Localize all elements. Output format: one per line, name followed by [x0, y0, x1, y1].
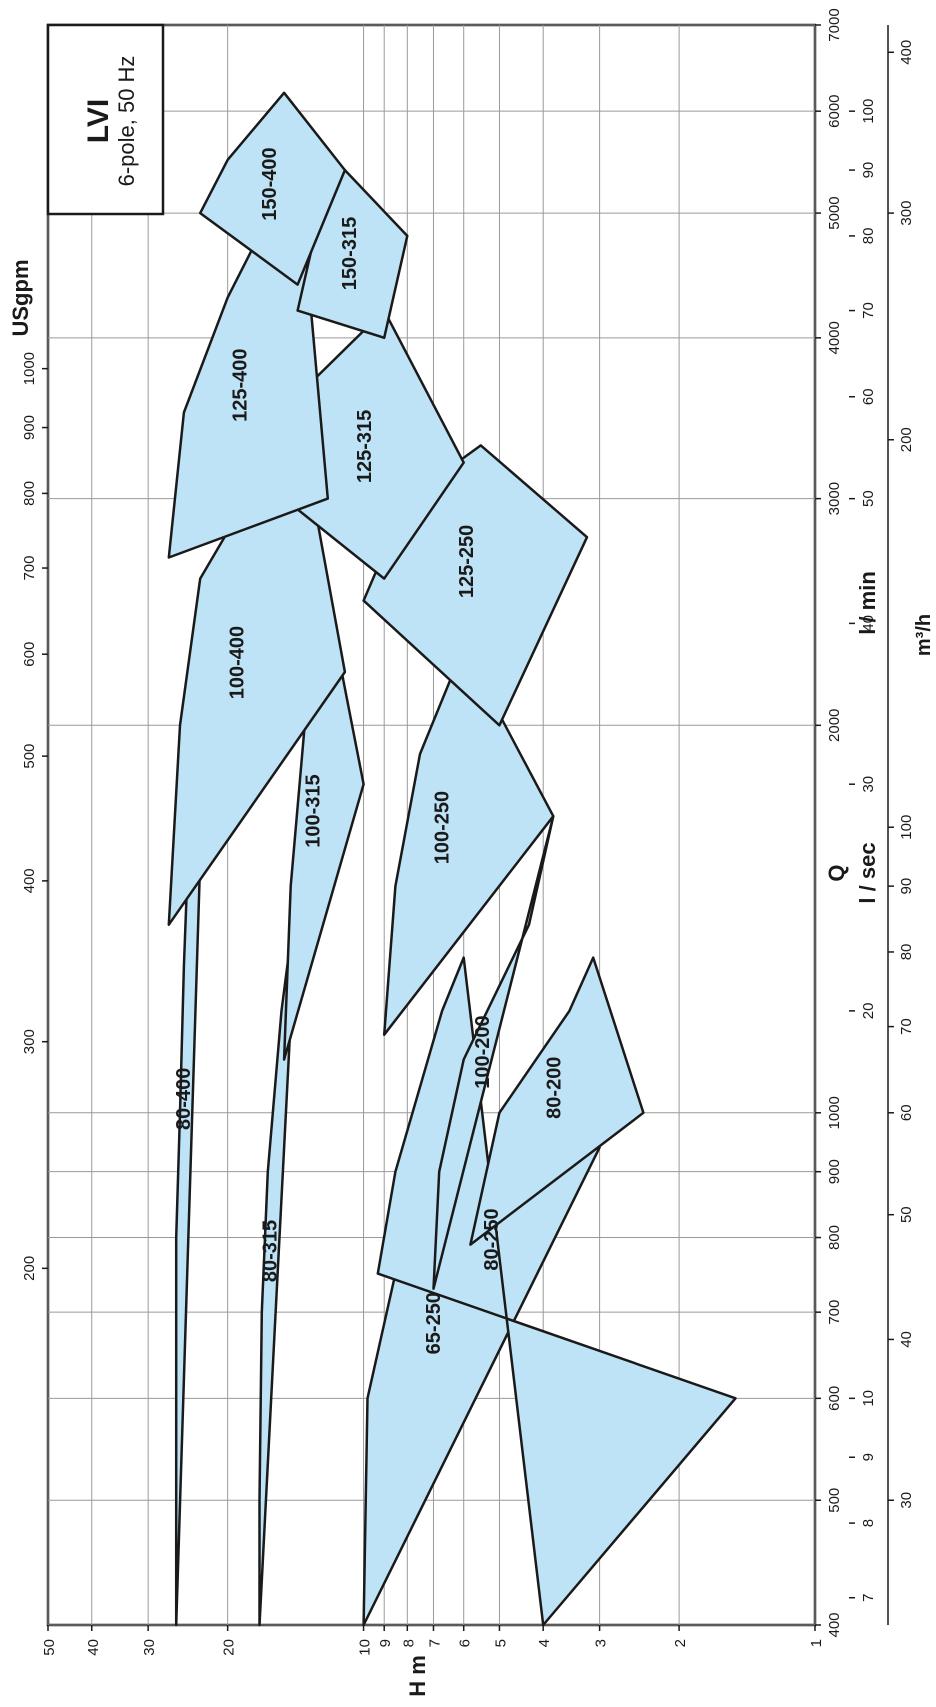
lsec-tick-label: 90: [860, 162, 877, 179]
pump-label-150-315: 150-315: [339, 217, 361, 290]
pump-label-100-250: 100-250: [432, 791, 454, 864]
x-axis-label-usgpm: USgpm: [8, 260, 33, 337]
lsec-tick-label: 7: [860, 1594, 877, 1602]
head-tick-label: 5: [492, 1639, 509, 1647]
lsec-tick-label: 70: [860, 302, 877, 319]
head-tick-label: 30: [141, 1639, 158, 1656]
pump-label-125-400: 125-400: [229, 348, 251, 421]
head-tick-label: 4: [536, 1639, 553, 1647]
head-tick-label: 20: [221, 1639, 238, 1656]
pump-label-80-200: 80-200: [543, 1057, 565, 1119]
lmin-tick-label: 500: [826, 1488, 843, 1513]
pump-area-100-250: [382, 645, 555, 1036]
lsec-tick-label: 9: [860, 1453, 877, 1461]
pump-curve-labels: 80-400 80-315 65-250 80-250 100-200 80-200 100…: [173, 147, 565, 1354]
head-tick-label: 1: [808, 1639, 825, 1647]
lmin-tick-label: 7000: [826, 8, 843, 41]
usgpm-tick-label: 1000: [21, 352, 38, 385]
pump-label-150-400: 150-400: [259, 147, 281, 220]
chart-title: LVI: [82, 99, 115, 143]
usgpm-tick-label: 800: [21, 481, 38, 506]
m3h-tick-label: 80: [898, 944, 915, 961]
pump-label-100-200: 100-200: [472, 1015, 494, 1088]
head-tick-label: 7: [426, 1639, 443, 1647]
x-axis-label-m3h: m³/h: [913, 614, 935, 656]
usgpm-tick-label: 900: [21, 415, 38, 440]
m3h-tick-label: 300: [898, 201, 915, 226]
pump-label-65-250: 65-250: [423, 1292, 445, 1354]
m3h-tick-label: 50: [898, 1206, 915, 1223]
head-tick-label: 2: [672, 1639, 689, 1647]
pump-area-80-200: [469, 956, 645, 1246]
pump-label-100-400: 100-400: [227, 626, 249, 699]
title-box: LVI 6-pole, 50 Hz: [46, 23, 165, 216]
head-tick-label: 9: [377, 1639, 394, 1647]
head-tick-label: 40: [85, 1639, 102, 1656]
pump-label-80-250: 80-250: [481, 1208, 503, 1270]
lmin-tick-label: 700: [826, 1300, 843, 1325]
usgpm-tick-label: 200: [21, 1256, 38, 1281]
head-tick-label: 6: [457, 1639, 474, 1647]
m3h-tick-label: 200: [898, 427, 915, 452]
m3h-tick-label: 100: [898, 815, 915, 840]
pump-area-150-400: [198, 91, 347, 286]
lmin-tick-label: 1000: [826, 1096, 843, 1129]
lmin-tick-label: 400: [826, 1612, 843, 1637]
usgpm-tick-label: 300: [21, 1029, 38, 1054]
lmin-tick-label: 600: [826, 1386, 843, 1411]
lsec-tick-label: 50: [860, 490, 877, 507]
usgpm-tick-label: 600: [21, 642, 38, 667]
usgpm-tick-label: 400: [21, 868, 38, 893]
lsec-tick-label: 20: [860, 1003, 877, 1020]
lmin-tick-label: 4000: [826, 321, 843, 354]
m3h-tick-label: 90: [898, 878, 915, 895]
pump-label-80-400: 80-400: [173, 1068, 195, 1130]
usgpm-tick-label: 500: [21, 744, 38, 769]
lmin-tick-label: 3000: [826, 482, 843, 515]
head-tick-label: 3: [593, 1639, 610, 1647]
pump-label-80-315: 80-315: [260, 1220, 282, 1282]
head-tick-label: 10: [357, 1639, 374, 1656]
x-axis-label-q: Q: [824, 864, 849, 881]
m3h-tick-label: 30: [898, 1492, 915, 1509]
title-box-frame: [46, 23, 165, 216]
y-axis-label: H m: [405, 1655, 430, 1697]
pump-label-125-315: 125-315: [354, 410, 376, 483]
lmin-tick-label: 2000: [826, 709, 843, 742]
x-axis-label-lsec: l / sec: [855, 842, 880, 903]
pump-label-100-315: 100-315: [302, 774, 324, 847]
pump-curve-areas: [167, 91, 737, 1627]
lsec-tick-label: 100: [860, 99, 877, 124]
lsec-tick-label: 60: [860, 388, 877, 405]
lsec-tick-label: 8: [860, 1519, 877, 1527]
m3h-tick-label: 70: [898, 1018, 915, 1035]
lsec-tick-label: 30: [860, 776, 877, 793]
head-tick-label: 8: [400, 1639, 417, 1647]
m3h-tick-label: 60: [898, 1104, 915, 1121]
x-axis-label-lmin: l / min: [855, 571, 880, 635]
head-tick-label: 50: [41, 1639, 58, 1656]
m3h-tick-label: 40: [898, 1331, 915, 1348]
axis-ticks: 1234567891020304050200300400500600700800…: [21, 8, 915, 1655]
m3h-tick-label: 400: [898, 40, 915, 65]
lsec-tick-label: 10: [860, 1390, 877, 1407]
lmin-tick-label: 6000: [826, 94, 843, 127]
lmin-tick-label: 5000: [826, 196, 843, 229]
lsec-tick-label: 40: [860, 615, 877, 632]
pump-label-125-250: 125-250: [456, 525, 478, 598]
pump-area-100-200: [432, 814, 555, 1290]
lsec-tick-label: 80: [860, 228, 877, 245]
lmin-tick-label: 900: [826, 1159, 843, 1184]
lmin-tick-label: 800: [826, 1225, 843, 1250]
usgpm-tick-label: 700: [21, 556, 38, 581]
chart-subtitle: 6-pole, 50 Hz: [114, 56, 139, 187]
